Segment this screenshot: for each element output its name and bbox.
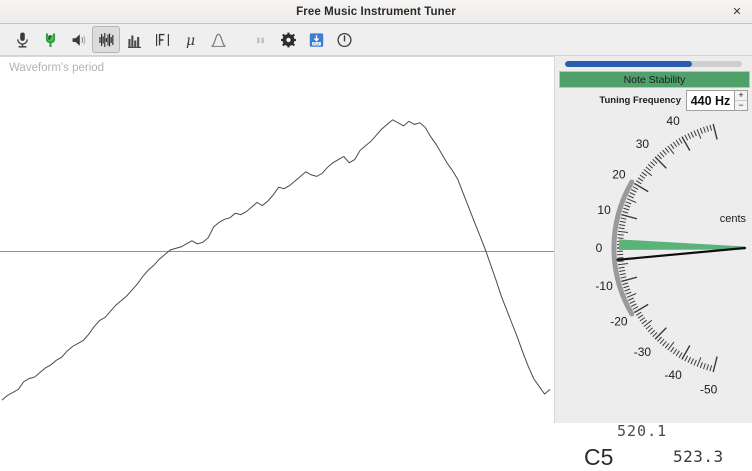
gauge-in-tune-wedge: [619, 239, 745, 250]
frequency-readout: 523.3: [673, 447, 724, 466]
toolbar-spectrum-button[interactable]: [120, 26, 148, 53]
tuning-frequency-row: Tuning Frequency 440 Hz + −: [555, 90, 752, 111]
title-bar: Free Music Instrument Tuner ✕: [0, 0, 752, 24]
tuning-fork-icon: [42, 31, 59, 49]
tuner-panel: Note Stability Tuning Frequency 440 Hz +…: [555, 56, 752, 423]
tuning-frequency-stepper: + −: [734, 90, 748, 111]
toolbar-save-pdf-button[interactable]: PDF: [302, 26, 330, 53]
tuner-window: Free Music Instrument Tuner ✕: [0, 0, 752, 423]
gauge-tick-label: 0: [596, 241, 603, 255]
svg-text:μ: μ: [186, 33, 195, 49]
cents-gauge-svg: 50403020100-10-20-30-40-50: [555, 116, 752, 416]
toolbar-statistics-button[interactable]: μ: [176, 26, 204, 53]
note-stability-label: Note Stability: [624, 74, 686, 86]
toolbar-waveform-button[interactable]: [92, 26, 120, 53]
waveform-icon: [98, 31, 115, 49]
tuning-frequency-label: Tuning Frequency: [599, 95, 681, 106]
waveform-trace: [2, 120, 550, 400]
toolbar-speaker-button[interactable]: [64, 26, 92, 53]
fourier-transform-icon: [154, 31, 171, 49]
gauge-tick-label: -10: [595, 279, 613, 293]
toolbar-distribution-button[interactable]: [204, 26, 232, 53]
close-icon[interactable]: ✕: [729, 4, 745, 20]
gauge-tick-label: -30: [634, 345, 652, 359]
cents-unit-label: cents: [720, 213, 746, 225]
gear-icon: [280, 31, 297, 49]
gauge-tick-label: -40: [664, 368, 682, 382]
toolbar: μ: [0, 24, 752, 56]
stability-progress-fill: [565, 61, 692, 67]
waveform-panel: Waveform's period: [0, 56, 555, 423]
cents-readout: 520.1: [617, 422, 667, 440]
mu-statistics-icon: μ: [182, 31, 199, 49]
svg-text:PDF: PDF: [313, 41, 320, 45]
cents-gauge: 50403020100-10-20-30-40-50: [555, 116, 752, 416]
gauge-tick-label: 10: [597, 203, 611, 217]
speaker-icon: [70, 31, 87, 49]
note-stability-indicator: Note Stability: [559, 71, 750, 88]
gauge-tick-label: 30: [636, 137, 650, 151]
bell-curve-icon: [210, 31, 227, 49]
stability-progress-bar: [565, 61, 742, 67]
gauge-tick-label: 40: [666, 116, 680, 128]
toolbar-about-button[interactable]: [330, 26, 358, 53]
tuning-frequency-decrement[interactable]: −: [735, 101, 747, 110]
toolbar-tuning-fork-button[interactable]: [36, 26, 64, 53]
info-icon: [336, 31, 353, 49]
toolbar-settings-button[interactable]: [274, 26, 302, 53]
window-title: Free Music Instrument Tuner: [296, 6, 456, 18]
gauge-tick-label: 20: [612, 168, 626, 182]
pause-icon: [252, 31, 269, 49]
gauge-tick-label: -50: [700, 382, 718, 396]
waveform-plot: [0, 57, 554, 422]
main-content: Waveform's period Note Stability Tuning …: [0, 56, 752, 423]
save-pdf-icon: PDF: [308, 31, 325, 49]
note-name-readout: C5: [584, 444, 613, 471]
gauge-tick-label: -20: [610, 315, 628, 329]
toolbar-pause-button[interactable]: [246, 26, 274, 53]
toolbar-fourier-button[interactable]: [148, 26, 176, 53]
spectrum-bars-icon: [126, 31, 143, 49]
toolbar-microphone-button[interactable]: [8, 26, 36, 53]
microphone-icon: [14, 31, 31, 49]
tuning-frequency-input[interactable]: 440 Hz: [686, 90, 734, 111]
